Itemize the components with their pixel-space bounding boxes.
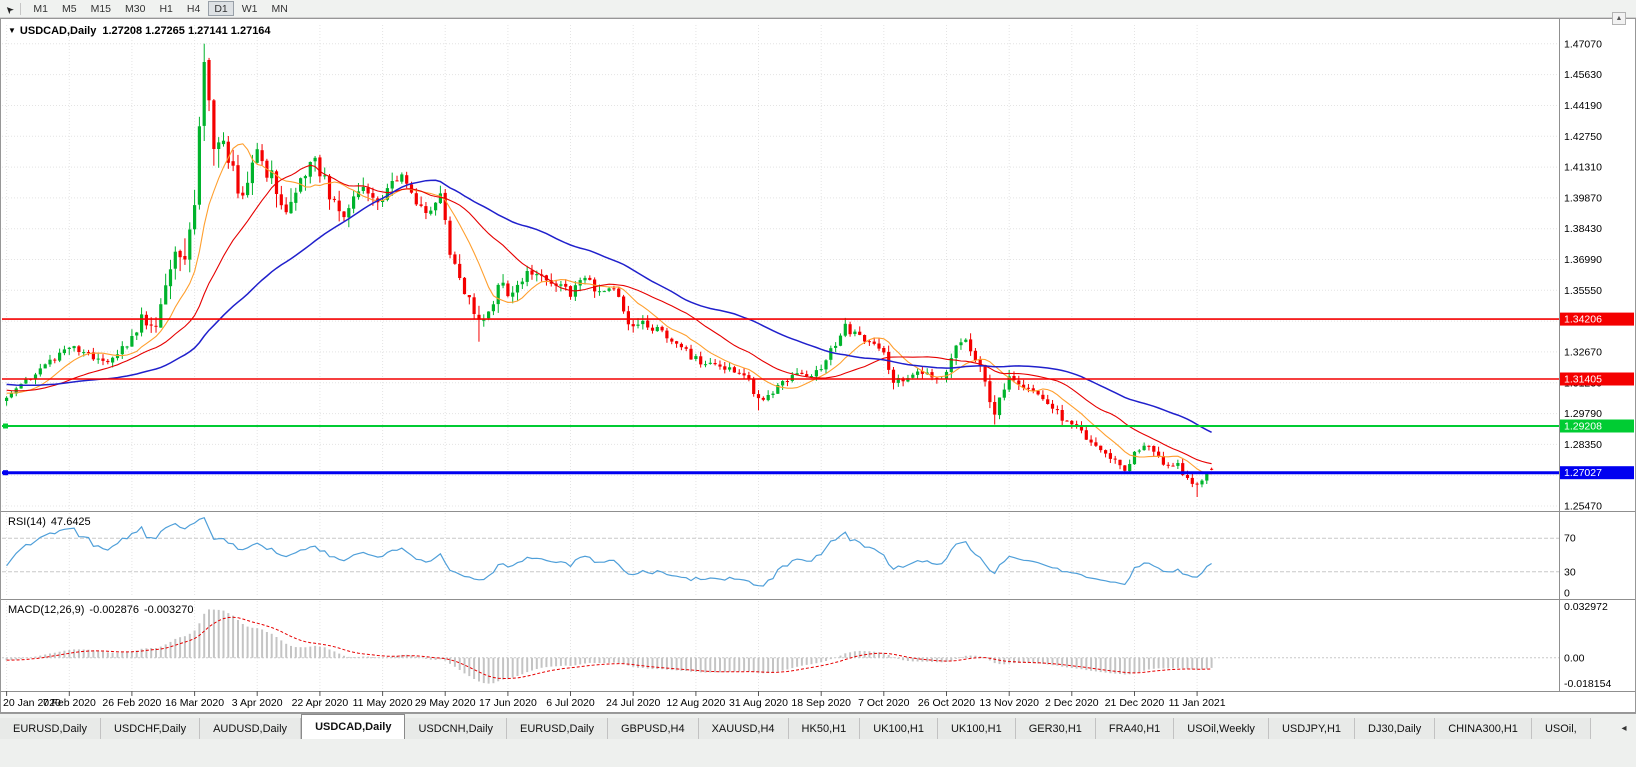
hline-handle-1.29208[interactable]: [3, 423, 8, 429]
svg-text:1.45630: 1.45630: [1564, 69, 1602, 81]
svg-text:-0.018154: -0.018154: [1564, 678, 1611, 690]
timeframe-button-h4[interactable]: H4: [186, 2, 201, 15]
timeframe-button-d1[interactable]: D1: [208, 1, 234, 16]
svg-text:7 Feb 2020: 7 Feb 2020: [43, 697, 96, 709]
up-arrow-icon: ▲: [1615, 15, 1623, 22]
ma-50-line: [6, 179, 1212, 433]
svg-text:1.35550: 1.35550: [1564, 285, 1602, 297]
rsi-panel: 70 30 0: [2, 516, 1576, 600]
svg-text:1.29790: 1.29790: [1564, 408, 1602, 420]
rsi-line: [6, 516, 1212, 587]
price-tag-1.34206: [1560, 312, 1634, 326]
svg-text:1.47070: 1.47070: [1564, 38, 1602, 50]
timeframe-toolbar-buttons: M1 M5 M15 M30 H1 H4 D1 W1 MN: [27, 1, 295, 16]
chart-tab-dj30-daily[interactable]: DJ30,Daily: [1355, 718, 1436, 739]
svg-text:31 Aug 2020: 31 Aug 2020: [729, 697, 788, 709]
timeframe-button-m30[interactable]: M30: [125, 2, 146, 15]
svg-text:1.28350: 1.28350: [1564, 439, 1602, 451]
chart-tab-gbpusd-h4[interactable]: GBPUSD,H4: [608, 718, 699, 739]
chart-tab-usdcnh-daily[interactable]: USDCNH,Daily: [405, 718, 508, 739]
svg-text:13 Nov 2020: 13 Nov 2020: [979, 697, 1039, 709]
svg-text:18 Sep 2020: 18 Sep 2020: [791, 697, 851, 709]
chart-tab-usdchf-daily[interactable]: USDCHF,Daily: [100, 718, 201, 739]
timeframe-button-m5[interactable]: M5: [61, 2, 77, 15]
chart-tab-hk50-h1[interactable]: HK50,H1: [788, 718, 861, 739]
svg-text:0.00: 0.00: [1564, 652, 1585, 664]
svg-text:6 Jul 2020: 6 Jul 2020: [546, 697, 595, 709]
timeframe-button-m15[interactable]: M15: [90, 2, 112, 15]
svg-text:22 Apr 2020: 22 Apr 2020: [292, 697, 349, 709]
macd-panel: 0.032972 0.00 -0.018154: [2, 601, 1611, 690]
svg-text:16 Mar 2020: 16 Mar 2020: [165, 697, 224, 709]
svg-text:1.41310: 1.41310: [1564, 162, 1602, 174]
timeframe-button-m1[interactable]: M1: [33, 2, 48, 15]
svg-text:7 Oct 2020: 7 Oct 2020: [858, 697, 910, 709]
tab-scroll-left-icon: ◂: [1621, 723, 1627, 734]
svg-text:0: 0: [1564, 588, 1570, 600]
chart-tab-xauusd-h4[interactable]: XAUUSD,H4: [698, 718, 789, 739]
status-bar: [0, 739, 1636, 767]
svg-text:1.38430: 1.38430: [1564, 223, 1602, 235]
price-chart-canvas[interactable]: 1.47070 1.45630 1.44190 1.42750 1.41310 1.398…: [1, 19, 1635, 712]
price-tag-1.31405: [1560, 372, 1634, 386]
chart-tab-eurusd-daily[interactable]: EURUSD,Daily: [0, 718, 101, 739]
timeframe-button-w1[interactable]: W1: [241, 2, 258, 15]
svg-text:26 Oct 2020: 26 Oct 2020: [918, 697, 975, 709]
price-tag-1.27027: [1560, 466, 1634, 480]
svg-text:1.42750: 1.42750: [1564, 131, 1602, 143]
svg-text:2 Dec 2020: 2 Dec 2020: [1045, 697, 1099, 709]
svg-text:1.29208: 1.29208: [1564, 421, 1602, 433]
svg-text:1.34206: 1.34206: [1564, 314, 1602, 326]
chart-tab-ger30-h1[interactable]: GER30,H1: [1015, 718, 1096, 739]
timeframe-button-mn[interactable]: MN: [271, 2, 288, 15]
svg-text:1.27027: 1.27027: [1564, 467, 1602, 479]
svg-text:11 May 2020: 11 May 2020: [353, 697, 413, 709]
chart-tab-usoil-weekly[interactable]: USOil,Weekly: [1174, 718, 1269, 739]
periods-toolbar: ➤ M1 M5 M15 M30 H1 H4 D1 W1 MN: [0, 0, 1636, 18]
timeframe-button-h1[interactable]: H1: [159, 2, 173, 15]
svg-text:1.25470: 1.25470: [1564, 501, 1602, 513]
svg-text:11 Jan 2021: 11 Jan 2021: [1169, 697, 1226, 709]
svg-text:1.31405: 1.31405: [1564, 374, 1602, 386]
chart-tab-eurusd-daily[interactable]: EURUSD,Daily: [507, 718, 608, 739]
grid-lines: [2, 25, 1559, 689]
chart-tab-uk100-h1[interactable]: UK100,H1: [860, 718, 938, 739]
scroll-up-button[interactable]: ▲: [1612, 12, 1626, 25]
tab-scroll-button[interactable]: ◂: [1612, 718, 1636, 739]
svg-text:26 Feb 2020: 26 Feb 2020: [102, 697, 161, 709]
chart-tab-audusd-daily[interactable]: AUDUSD,Daily: [200, 718, 302, 739]
chart-tabs-bar: EURUSD,Daily USDCHF,Daily AUDUSD,Daily USDC…: [0, 713, 1636, 739]
chart-tab-china300-h1[interactable]: CHINA300,H1: [1435, 718, 1532, 739]
svg-text:29 May 2020: 29 May 2020: [415, 697, 476, 709]
svg-text:3 Apr 2020: 3 Apr 2020: [232, 697, 283, 709]
svg-text:1.39870: 1.39870: [1564, 192, 1602, 204]
cursor-arrow-icon[interactable]: ➤: [2, 1, 17, 16]
svg-text:70: 70: [1564, 533, 1576, 545]
svg-text:30: 30: [1564, 566, 1576, 578]
svg-text:24 Jul 2020: 24 Jul 2020: [606, 697, 660, 709]
chart-tab-usoil-[interactable]: USOil,: [1531, 718, 1591, 739]
chart-window: 1.47070 1.45630 1.44190 1.42750 1.41310 1.398…: [0, 18, 1636, 713]
svg-text:0.032972: 0.032972: [1564, 601, 1608, 613]
hline-handle-1.27027[interactable]: [3, 470, 8, 476]
ma-24-line: [6, 164, 1212, 465]
svg-text:1.44190: 1.44190: [1564, 100, 1602, 112]
svg-text:20 Jan 2020: 20 Jan 2020: [3, 697, 61, 709]
toolbar-separator: [20, 2, 22, 15]
price-axis: 1.47070 1.45630 1.44190 1.42750 1.41310 1.398…: [1560, 38, 1634, 513]
price-tag-1.29208: [1560, 419, 1634, 433]
chart-tabs-strip: EURUSD,Daily USDCHF,Daily AUDUSD,Daily USDC…: [0, 713, 1612, 739]
svg-text:1.32670: 1.32670: [1564, 346, 1602, 358]
chart-tab-fra40-h1[interactable]: FRA40,H1: [1095, 718, 1175, 739]
svg-text:21 Dec 2020: 21 Dec 2020: [1105, 697, 1165, 709]
macd-signal-line: [6, 616, 1212, 679]
svg-text:17 Jun 2020: 17 Jun 2020: [479, 697, 537, 709]
chart-tab-usdcad-daily[interactable]: USDCAD,Daily: [301, 714, 406, 739]
svg-text:1.36990: 1.36990: [1564, 254, 1602, 266]
chart-tab-usdjpy-h1[interactable]: USDJPY,H1: [1268, 718, 1356, 739]
macd-histogram: [5, 609, 1213, 684]
chart-tab-uk100-h1[interactable]: UK100,H1: [937, 718, 1016, 739]
svg-text:12 Aug 2020: 12 Aug 2020: [666, 697, 725, 709]
